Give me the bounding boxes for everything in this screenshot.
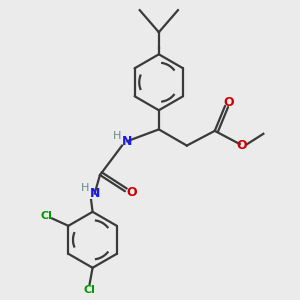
Text: O: O (236, 139, 247, 152)
Text: Cl: Cl (40, 211, 52, 221)
Text: Cl: Cl (84, 286, 96, 296)
Text: N: N (89, 187, 100, 200)
Text: H: H (80, 183, 89, 193)
Text: O: O (223, 96, 234, 110)
Text: H: H (112, 131, 121, 141)
Text: O: O (126, 186, 137, 199)
Text: N: N (122, 135, 133, 148)
